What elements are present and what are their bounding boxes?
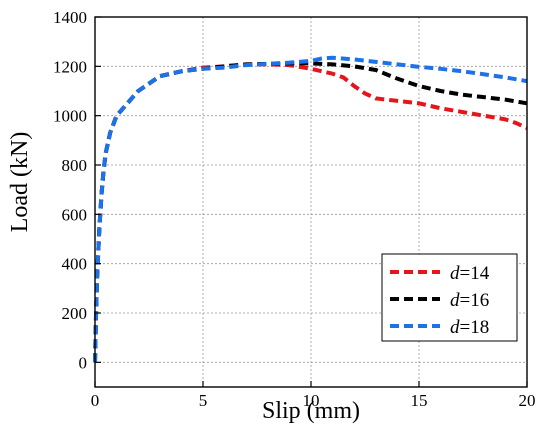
series-layer — [93, 55, 528, 363]
legend-label: d=14 — [450, 263, 490, 284]
y-tick-label: 800 — [62, 156, 88, 175]
y-tick-label: 200 — [62, 304, 88, 323]
legend-label-value: =16 — [460, 290, 490, 311]
ticks — [94, 16, 528, 387]
grid — [95, 17, 527, 387]
y-tick-label: 600 — [62, 205, 88, 224]
y-tick-label: 400 — [62, 255, 88, 274]
legend-label-value: =18 — [460, 317, 490, 338]
x-tick-label: 20 — [519, 391, 536, 410]
y-tick-label: 1400 — [53, 8, 87, 27]
legend: d=14d=16d=18 — [381, 253, 518, 342]
x-tick-label: 10 — [303, 391, 320, 410]
x-tick-label: 5 — [199, 391, 208, 410]
x-tick-label: 0 — [91, 391, 100, 410]
legend-label-value: =14 — [460, 263, 490, 284]
legend-label-var: d — [450, 263, 460, 284]
legend-label-var: d — [450, 317, 460, 338]
y-axis-title: Load (kN) — [7, 132, 33, 233]
y-tick-label: 1200 — [53, 57, 87, 76]
legend-label: d=16 — [450, 290, 489, 311]
x-tick-label: 15 — [411, 391, 428, 410]
series-line-3 — [93, 55, 528, 363]
y-tick-label: 1000 — [53, 107, 87, 126]
y-tick-label: 0 — [79, 353, 88, 372]
x-axis-title: Slip (mm) — [262, 398, 360, 424]
legend-label: d=18 — [450, 317, 489, 338]
legend-label-var: d — [450, 290, 460, 311]
